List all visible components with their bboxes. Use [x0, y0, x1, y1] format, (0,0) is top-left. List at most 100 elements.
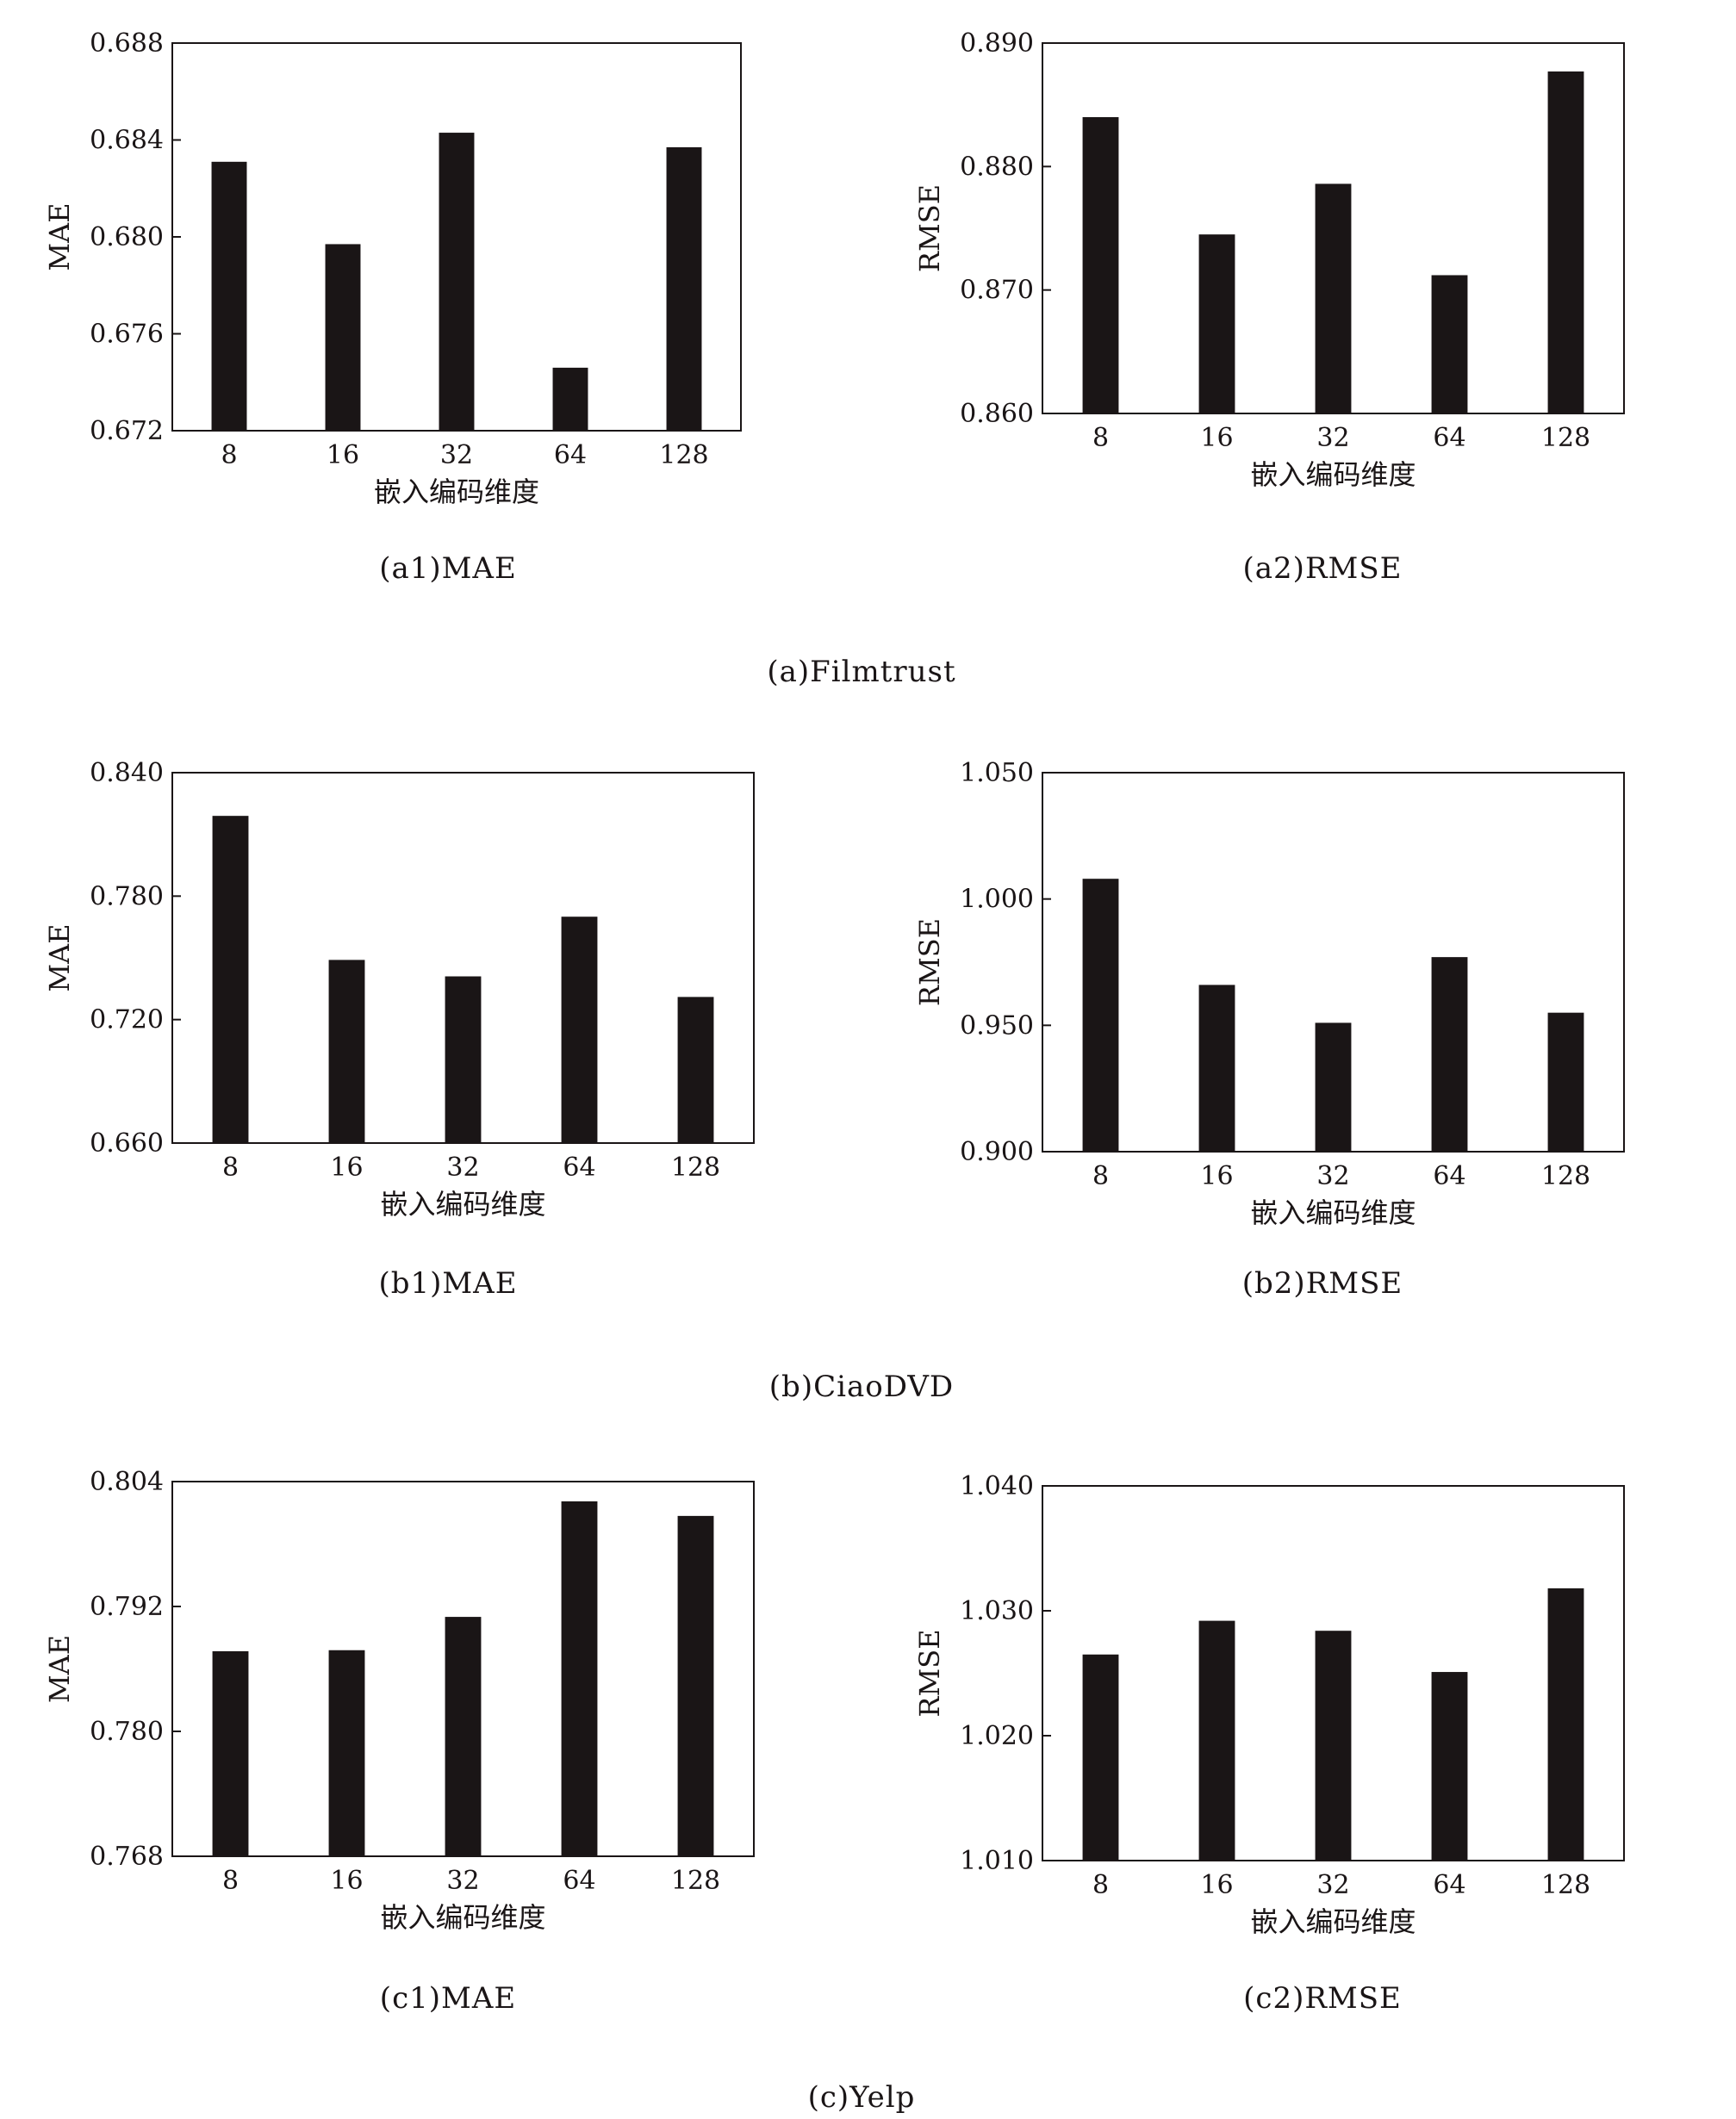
- chart-caption-a2: (a2)RMSE: [1242, 551, 1403, 586]
- x-tick-label: 128: [1541, 1161, 1590, 1191]
- bar-64: [1431, 275, 1468, 413]
- x-tick-label: 64: [563, 1866, 595, 1896]
- y-tick-label: 0.950: [960, 1010, 1034, 1041]
- bar-64: [552, 367, 588, 431]
- y-tick-label: 0.840: [90, 758, 164, 788]
- bar-8: [212, 1650, 249, 1856]
- y-tick-label: 0.660: [90, 1128, 164, 1159]
- bar-32: [439, 133, 475, 431]
- x-axis-title: 嵌入编码维度: [374, 475, 539, 508]
- y-tick-label: 0.768: [90, 1842, 164, 1872]
- group-caption-yelp: (c)Yelp: [807, 2080, 916, 2115]
- x-tick-label: 8: [1092, 1870, 1109, 1900]
- x-axis-title: 嵌入编码维度: [1250, 1905, 1416, 1938]
- x-tick-label: 8: [221, 440, 237, 470]
- bar-64: [561, 917, 598, 1143]
- bar-16: [328, 1650, 365, 1856]
- bar-64: [561, 1501, 598, 1856]
- x-tick-label: 16: [1200, 423, 1233, 453]
- y-tick-label: 1.040: [960, 1471, 1034, 1501]
- bar-16: [328, 960, 365, 1143]
- chart-c2-rmse: 1.010 1.020 1.030 1.040 8 16 32 64 128 嵌入编码维度 RMSE: [913, 1471, 1625, 1938]
- x-tick-label: 8: [1092, 1161, 1109, 1191]
- y-tick-label: 1.030: [960, 1596, 1034, 1626]
- bar-8: [1082, 1654, 1119, 1861]
- bar-32: [1315, 1631, 1352, 1861]
- y-tick-label: 0.780: [90, 1717, 164, 1747]
- y-axis-title: MAE: [43, 202, 76, 270]
- bar-128: [1547, 71, 1584, 413]
- y-axis-title: RMSE: [913, 918, 946, 1006]
- bar-32: [1315, 1022, 1352, 1152]
- y-tick-label: 0.860: [960, 399, 1034, 429]
- y-tick-label: 0.720: [90, 1005, 164, 1035]
- chart-caption-c2: (c2)RMSE: [1243, 1981, 1402, 2016]
- y-tick-label: 0.684: [90, 126, 164, 156]
- chart-caption-b1: (b1)MAE: [378, 1266, 518, 1301]
- bar-128: [677, 1515, 714, 1856]
- chart-caption-b2: (b2)RMSE: [1241, 1266, 1403, 1301]
- y-tick-label: 0.672: [90, 416, 164, 446]
- y-tick-label: 0.900: [960, 1137, 1034, 1167]
- bar-8: [1082, 879, 1119, 1152]
- x-tick-label: 128: [659, 440, 708, 470]
- bar-8: [212, 816, 249, 1143]
- x-tick-label: 32: [1316, 423, 1349, 453]
- group-caption-filmtrust: (a)Filmtrust: [767, 655, 956, 689]
- bar-128: [677, 997, 714, 1143]
- chart-c1-mae: 0.768 0.780 0.792 0.804 8 16 32 64 128 嵌入编码维度 MAE: [43, 1467, 755, 1934]
- bar-8: [1082, 117, 1119, 413]
- bar-64: [1431, 957, 1468, 1152]
- group-caption-ciaodvd: (b)CiaoDVD: [768, 1370, 955, 1404]
- plot-frame: [1042, 42, 1625, 414]
- x-tick-label: 32: [1316, 1161, 1349, 1191]
- y-tick-label: 0.680: [90, 222, 164, 252]
- x-tick-label: 16: [1200, 1870, 1233, 1900]
- y-axis-title: MAE: [43, 1635, 76, 1703]
- bar-64: [1431, 1672, 1468, 1861]
- x-tick-label: 128: [1541, 423, 1590, 453]
- plot-frame: [1042, 1485, 1625, 1861]
- y-tick-label: 0.804: [90, 1467, 164, 1497]
- x-tick-label: 64: [563, 1153, 595, 1183]
- x-tick-label: 8: [1092, 423, 1109, 453]
- y-tick-label: 0.870: [960, 276, 1034, 306]
- x-tick-label: 16: [330, 1866, 363, 1896]
- y-tick-label: 0.880: [960, 152, 1034, 182]
- x-tick-label: 8: [222, 1866, 239, 1896]
- y-tick-label: 0.676: [90, 320, 164, 350]
- plot-frame: [1042, 772, 1625, 1153]
- x-tick-label: 64: [1433, 1870, 1465, 1900]
- y-tick-label: 0.792: [90, 1592, 164, 1622]
- plot-frame: [171, 772, 755, 1144]
- bar-16: [1198, 1620, 1235, 1861]
- bar-16: [1198, 985, 1235, 1152]
- x-tick-label: 32: [446, 1866, 479, 1896]
- y-axis-title: MAE: [43, 923, 76, 991]
- x-tick-label: 16: [330, 1153, 363, 1183]
- bar-128: [1547, 1588, 1584, 1861]
- y-tick-label: 1.000: [960, 885, 1034, 915]
- bar-32: [445, 1617, 482, 1856]
- chart-b2-rmse: 0.900 0.950 1.000 1.050 8 16 32 64 128 嵌入编码维度 RMSE: [913, 758, 1625, 1229]
- y-tick-label: 0.890: [960, 28, 1034, 59]
- y-tick-label: 1.010: [960, 1846, 1034, 1876]
- x-tick-label: 8: [222, 1153, 239, 1183]
- bar-128: [1547, 1012, 1584, 1152]
- x-axis-title: 嵌入编码维度: [380, 1901, 545, 1934]
- x-tick-label: 128: [1541, 1870, 1590, 1900]
- x-tick-label: 32: [446, 1153, 479, 1183]
- x-tick-label: 32: [1316, 1870, 1349, 1900]
- x-tick-label: 128: [671, 1866, 720, 1896]
- plot-frame: [171, 1481, 755, 1857]
- chart-a2-rmse: 0.860 0.870 0.880 0.890 8 16 32 64 128 嵌入编码维度 RMSE: [913, 28, 1625, 491]
- chart-a1-mae: 0.672 0.676 0.680 0.684 0.688 8 16 32 64 128 嵌入编码维…: [43, 28, 742, 508]
- x-tick-label: 32: [440, 440, 473, 470]
- x-tick-label: 64: [554, 440, 587, 470]
- bar-128: [666, 146, 702, 431]
- chart-b1-mae: 0.660 0.720 0.780 0.840 8 16 32 64 128 嵌入编码维度 MAE: [43, 758, 755, 1221]
- y-axis-title: RMSE: [913, 184, 946, 272]
- chart-caption-a1: (a1)MAE: [379, 551, 517, 586]
- y-axis-title: RMSE: [913, 1629, 946, 1717]
- bar-16: [1198, 234, 1235, 413]
